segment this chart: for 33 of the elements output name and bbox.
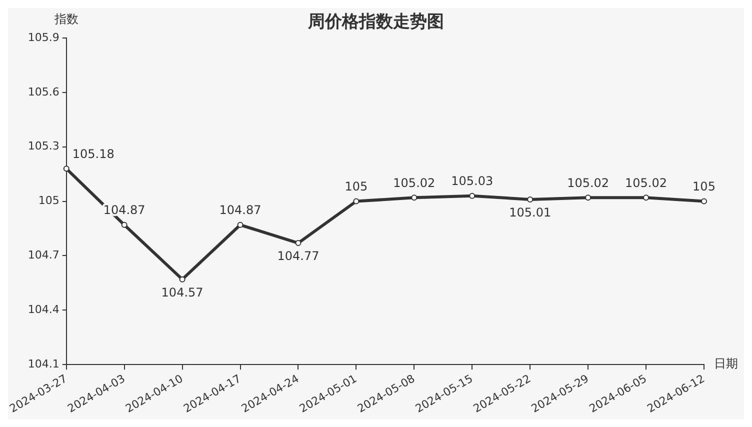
- data-label: 104.57: [161, 285, 204, 300]
- point: [643, 194, 650, 201]
- chart-title: 周价格指数走势图: [307, 12, 444, 32]
- y-tick-label: 104.4: [28, 303, 60, 316]
- point: [121, 222, 128, 228]
- y-tick-label: 105.6: [28, 85, 60, 98]
- data-label: 105.02: [625, 176, 668, 190]
- data-label: 105.03: [451, 174, 494, 188]
- x-axis-title: 日期: [714, 356, 738, 371]
- y-tick-label: 104.7: [28, 248, 60, 262]
- point: [701, 198, 707, 204]
- y-tick-label: 105.3: [28, 140, 60, 153]
- point: [411, 194, 418, 201]
- point: [469, 192, 476, 199]
- point: [295, 240, 302, 246]
- point: [585, 194, 592, 201]
- point: [63, 166, 70, 172]
- data-label: 105: [344, 179, 368, 194]
- data-label: 105.02: [393, 176, 436, 190]
- data-label: 105.01: [509, 206, 552, 220]
- y-tick-label: 105.9: [28, 30, 60, 44]
- point: [353, 198, 360, 204]
- y-tick-label: 105: [38, 194, 60, 208]
- data-label: 104.87: [219, 203, 262, 218]
- y-tick-label: 104.1: [28, 357, 60, 370]
- data-label: 104.77: [277, 249, 320, 264]
- data-label: 105.02: [567, 176, 610, 190]
- point: [527, 196, 534, 202]
- data-label: 105: [692, 179, 716, 194]
- data-label: 105.18: [72, 146, 114, 161]
- point: [237, 222, 244, 228]
- point: [179, 276, 186, 282]
- y-axis-title: 指数: [53, 12, 78, 26]
